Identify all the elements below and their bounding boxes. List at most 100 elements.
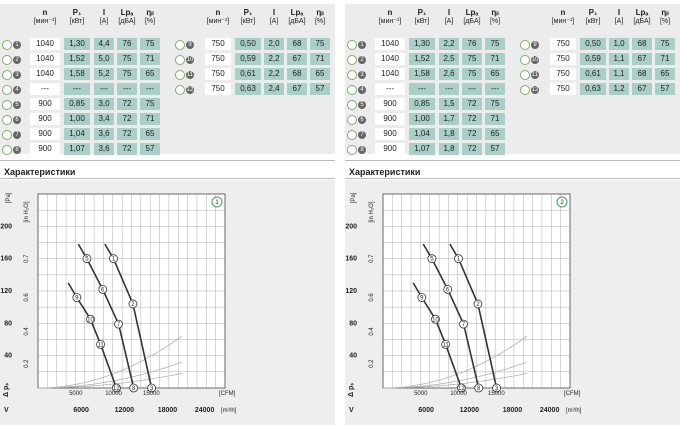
row-number-badge: 7 <box>358 131 366 139</box>
divider-line <box>0 160 335 161</box>
table-row: 3 1040 1,58 5,2 75 65 <box>0 68 335 81</box>
fan-panel-2: n [мин⁻¹] P₁ [кВт] I [A] Lpₐ [дБA] ηᵢₗ [%] n [мин⁻¹… <box>345 0 680 425</box>
chart-badge-icon <box>211 196 223 208</box>
table-row: 5 900 0,85 1,5 72 75 <box>345 98 680 111</box>
row-marker-icon <box>347 130 357 140</box>
cell-lpa: 76 <box>462 38 482 50</box>
cell-lpa: 67 <box>632 53 652 65</box>
system-curve <box>38 336 183 389</box>
cell-n: 900 <box>30 128 60 140</box>
cell-p1: 1,04 <box>409 128 435 140</box>
cell-i: 3,4 <box>94 113 114 125</box>
row-number-badge: 12 <box>186 86 194 94</box>
x-tick-m3h: 24000 <box>195 407 215 414</box>
column-header-n: n <box>560 8 566 17</box>
cell-n: 750 <box>205 53 231 65</box>
system-curve <box>38 373 182 389</box>
x-tick-m3h: 6000 <box>73 407 89 414</box>
cell-n: 1040 <box>375 38 405 50</box>
row-number-badge: 5 <box>13 101 21 109</box>
y-tick-pa: 160 <box>345 256 357 263</box>
row-marker-icon <box>175 70 185 80</box>
row-marker-icon <box>520 70 530 80</box>
operating-point-2 <box>473 299 483 309</box>
row-marker-icon <box>2 115 12 125</box>
column-header-eta: ηᵢₗ <box>146 8 154 17</box>
column-unit-i: [A] <box>99 18 109 25</box>
y-tick-inh2o: 0.7 <box>369 254 375 263</box>
column-header-eta: ηᵢₗ <box>661 8 669 17</box>
operating-point-3 <box>492 383 502 393</box>
operating-point-1 <box>454 254 463 264</box>
cell-eta: 57 <box>485 143 505 155</box>
row-number-badge: 3 <box>13 71 21 79</box>
table-row: 9 750 0,50 2,0 68 75 <box>0 38 335 51</box>
column-unit-eta: [%] <box>659 18 671 25</box>
operating-point-label: 1 <box>112 257 116 263</box>
x-tick-cfm: 15000 <box>488 391 505 397</box>
x-tick-cfm: 10000 <box>450 391 467 397</box>
cell-lpa: 72 <box>462 98 482 110</box>
cell-n: 750 <box>205 83 231 95</box>
cell-p1: 0,63 <box>580 83 606 95</box>
cell-p1: 1,52 <box>409 53 435 65</box>
cell-n: 750 <box>550 83 576 95</box>
operating-point-label: 2 <box>131 302 135 308</box>
x-axis-symbol: V <box>349 407 354 414</box>
cell-i: 2,0 <box>264 38 284 50</box>
operating-point-label: 9 <box>75 295 79 301</box>
row-marker-icon <box>2 55 12 65</box>
system-curve <box>383 373 527 389</box>
cell-eta: 57 <box>140 143 160 155</box>
table-row: 4 --- --- --- --- --- <box>0 83 335 96</box>
column-header-i: I <box>272 8 276 17</box>
row-number-badge: 7 <box>13 131 21 139</box>
cell-n: 900 <box>375 128 405 140</box>
cell-lpa: 68 <box>287 68 307 80</box>
cell-eta: 57 <box>310 83 330 95</box>
cell-eta: 71 <box>140 53 160 65</box>
cell-eta: 65 <box>310 68 330 80</box>
operating-point-label: 1 <box>457 257 461 263</box>
cell-lpa: 67 <box>287 83 307 95</box>
row-number-badge: 9 <box>531 41 539 49</box>
cell-lpa: 72 <box>462 143 482 155</box>
operating-point-3 <box>147 383 157 393</box>
cell-p1: 0,59 <box>235 53 261 65</box>
cell-eta: 71 <box>655 53 675 65</box>
row-number-badge: 4 <box>358 86 366 94</box>
cell-i: 1,2 <box>609 83 629 95</box>
table-row: 8 900 1,07 3,6 72 57 <box>0 143 335 156</box>
y-axis-label-pa: [Pa] <box>6 192 12 203</box>
cell-eta: 65 <box>485 128 505 140</box>
cell-eta: --- <box>140 83 160 95</box>
chart-area: 1 2 3 5 6 7 8 9 10 11 12 2 40 80 120 160 200 0.2 0.4 0.6 0.7… <box>345 180 680 425</box>
operating-point-label: 7 <box>117 322 121 328</box>
operating-point-9 <box>72 293 82 302</box>
x-tick-cfm: 15000 <box>143 391 160 397</box>
column-unit-lpa: [дБA] <box>463 18 481 25</box>
cell-p1: 0,61 <box>235 68 261 80</box>
operating-point-12 <box>456 383 466 393</box>
row-marker-icon <box>175 85 185 95</box>
cell-lpa: 72 <box>462 113 482 125</box>
operating-point-label: 12 <box>113 386 120 392</box>
cell-i: 1,0 <box>609 38 629 50</box>
column-unit-lpa: [дБA] <box>288 18 306 25</box>
row-number-badge: 4 <box>13 86 21 94</box>
cell-lpa: 67 <box>287 53 307 65</box>
row-number-badge: 11 <box>186 71 194 79</box>
table-row: 10 750 0,59 2,2 67 71 <box>0 53 335 66</box>
fan-performance-chart: 12356789101112240801201602000.20.40.60.7… <box>345 192 581 414</box>
column-header-i: I <box>617 8 621 17</box>
operating-point-label: 9 <box>420 295 424 301</box>
y-tick-inh2o: 0.2 <box>24 359 30 368</box>
cell-i: 2,2 <box>264 68 284 80</box>
cell-eta: 75 <box>140 38 160 50</box>
cell-lpa: 75 <box>462 53 482 65</box>
cell-lpa: 68 <box>287 38 307 50</box>
column-unit-p1: [кВт] <box>69 18 85 25</box>
cell-i: 3,0 <box>94 98 114 110</box>
cell-lpa: 75 <box>117 68 137 80</box>
cell-n: 750 <box>550 68 576 80</box>
